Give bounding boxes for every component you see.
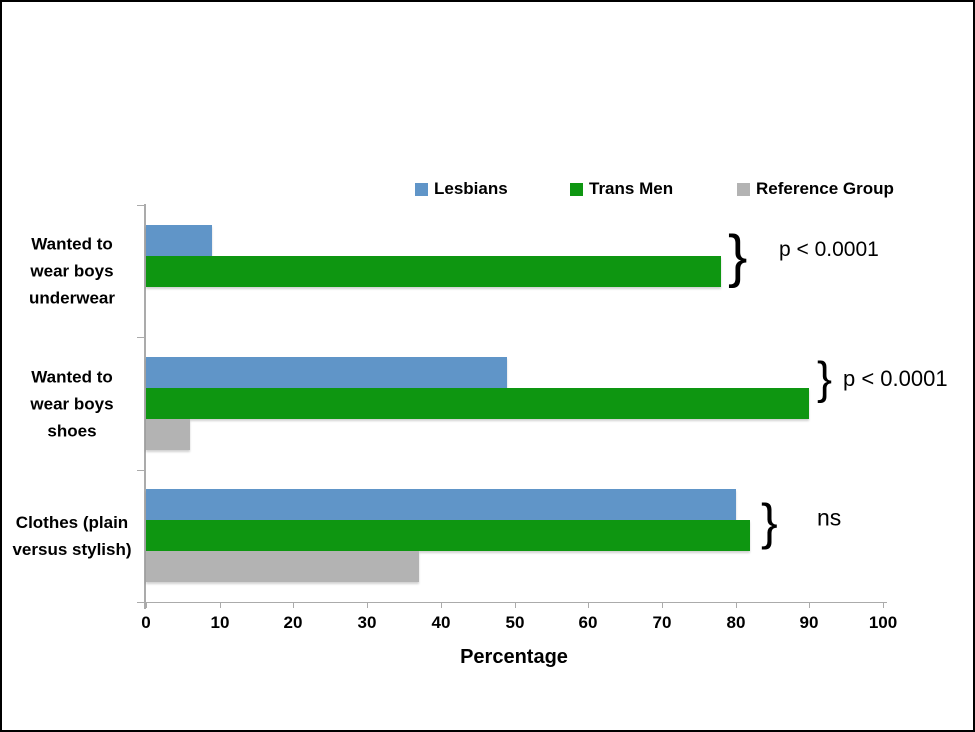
x-tick-label: 30 [357,613,377,632]
legend-label: Reference Group [756,179,894,198]
bar-lesbians-wanted-to [146,357,507,388]
x-tick-label: 70 [652,613,672,632]
y-axis-tick [137,602,144,603]
legend-item-trans-men: Trans Men [570,179,674,198]
brace-annotation: } [728,224,748,289]
category-label: Wanted to wear boys shoes [30,367,114,441]
significance-label: p < 0.0001 [843,366,948,391]
legend-marker-lesbians [415,182,428,196]
x-axis-tick [662,603,663,608]
legend-item-lesbians: Lesbians [415,179,508,198]
bar-reference-group-clothes-plain [146,551,419,582]
x-axis-title: Percentage [460,646,568,668]
legend-marker-reference-group [737,182,750,196]
x-tick-label: 20 [283,613,303,632]
bar-lesbians-clothes-plain [146,489,736,520]
x-tick-label: 90 [799,613,819,632]
x-axis-tick [736,603,737,608]
legend-label: Lesbians [434,179,508,198]
x-axis-tick [220,603,221,608]
x-axis-tick [809,603,810,608]
legend-item-reference-group: Reference Group [737,179,894,198]
significance-label: ns [817,504,842,531]
y-axis-tick [137,470,144,471]
y-axis-tick [137,337,144,338]
x-tick-label: 40 [431,613,451,632]
bar-lesbians-wanted-to [146,225,212,256]
significance-label: p < 0.0001 [779,238,879,261]
bar-trans-men-clothes-plain [146,520,750,551]
legend-marker-trans-men [570,182,583,196]
brace-annotation: } [761,494,778,550]
brace-annotation: } [817,352,833,404]
x-tick-label: 80 [726,613,746,632]
bar-reference-group-wanted-to [146,419,190,450]
x-tick-label: 50 [505,613,525,632]
x-tick-label: 10 [210,613,230,632]
y-axis-line [144,204,146,609]
x-axis-tick [588,603,589,608]
bar-trans-men-wanted-to [146,256,721,287]
x-axis-tick [441,603,442,608]
y-axis-tick [137,205,144,206]
x-axis-tick [146,603,147,608]
category-label: Wanted to wear boys underwear [29,234,115,308]
x-tick-label: 100 [868,613,898,632]
x-axis-tick [293,603,294,608]
x-axis-tick [367,603,368,608]
x-axis-line [146,602,887,603]
x-tick-label: 0 [141,613,151,632]
category-label: Clothes (plain versus stylish) [12,513,132,559]
x-tick-label: 60 [578,613,598,632]
x-axis-tick [883,603,884,608]
bar-trans-men-wanted-to [146,388,809,419]
legend-label: Trans Men [589,179,674,198]
x-axis-tick [515,603,516,608]
